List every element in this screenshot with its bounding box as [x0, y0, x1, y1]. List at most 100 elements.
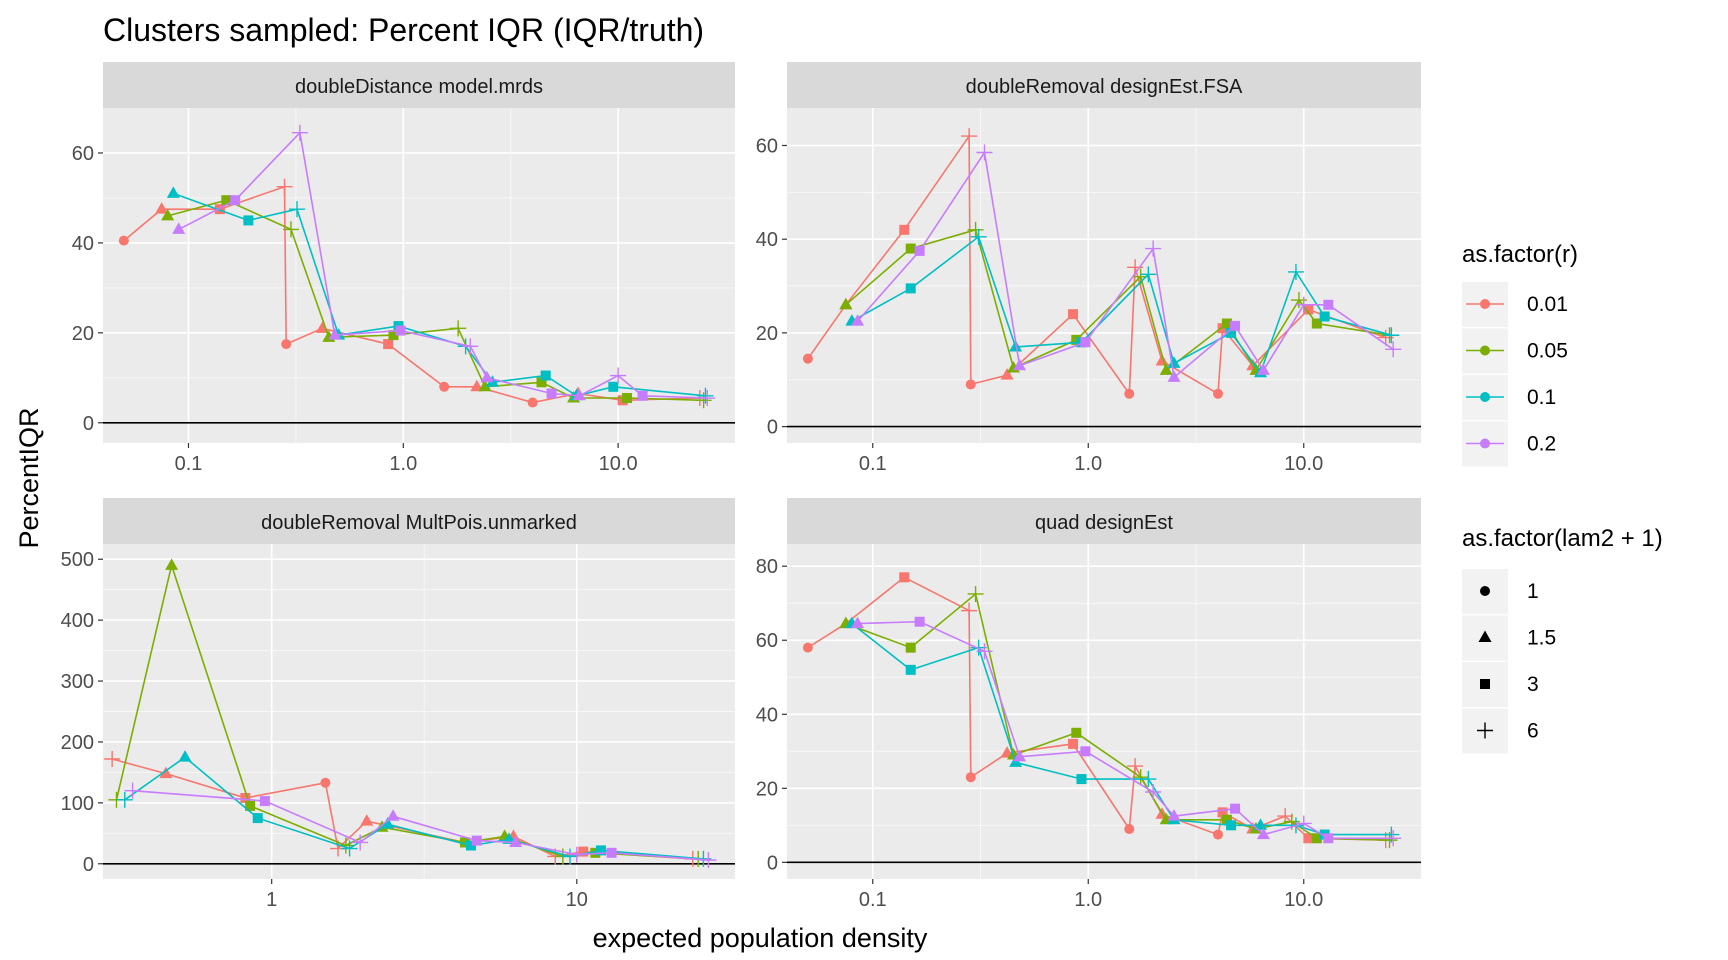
- data-point: [1319, 311, 1330, 322]
- legend-label: 6: [1527, 720, 1539, 743]
- data-point: [970, 228, 987, 245]
- facet-panel: quad designEst 0 20 40 60 80 0.1 1.0 10.0: [756, 498, 1421, 911]
- legend-color: as.factor(r) 0.01 0.05 0.1 0.2: [1462, 241, 1578, 467]
- data-point: [568, 846, 585, 863]
- data-point: [1295, 296, 1312, 313]
- series-0.2: [172, 124, 716, 407]
- data-point: [1124, 388, 1135, 399]
- y-tick-label: 500: [61, 549, 94, 571]
- data-point: [240, 792, 251, 803]
- legend-key: [1480, 438, 1490, 449]
- data-point: [606, 847, 617, 858]
- legend-key: [1480, 679, 1490, 689]
- data-point: [1230, 803, 1241, 814]
- x-tick-label: 10.0: [1284, 889, 1323, 911]
- y-tick-label: 200: [61, 732, 94, 754]
- data-point: [214, 204, 225, 215]
- data-point: [462, 338, 479, 355]
- data-point: [352, 834, 369, 851]
- x-tick-label: 10.0: [1284, 453, 1323, 475]
- facet-strip: [787, 498, 1421, 544]
- data-point: [341, 840, 358, 857]
- y-tick-label: 400: [61, 610, 94, 632]
- data-point: [259, 796, 270, 807]
- data-point: [1295, 815, 1312, 832]
- facet-strip-label: doubleDistance model.mrds: [295, 76, 543, 98]
- data-point: [536, 377, 547, 388]
- data-point: [1221, 814, 1232, 825]
- facet-panel: doubleRemoval MultPois.unmarked 0 100 200 30…: [61, 498, 735, 911]
- data-point: [360, 814, 374, 826]
- data-point: [282, 221, 299, 238]
- data-point: [221, 195, 232, 206]
- data-point: [1132, 769, 1149, 786]
- plot-background: [787, 544, 1421, 879]
- legend-title: as.factor(r): [1462, 241, 1578, 268]
- facet-strip: [787, 62, 1421, 108]
- data-point: [595, 845, 606, 856]
- data-point: [1303, 833, 1314, 844]
- data-point: [1140, 266, 1157, 283]
- series-line: [857, 620, 1394, 840]
- data-point: [1145, 784, 1162, 801]
- data-point: [961, 128, 978, 145]
- facet-strip: [103, 498, 735, 544]
- legend-label: 0.01: [1527, 293, 1568, 316]
- facet-strip-label: quad designEst: [1035, 512, 1173, 534]
- data-point: [540, 370, 551, 381]
- data-point: [527, 397, 538, 408]
- data-point: [1167, 356, 1181, 368]
- series-0.2: [851, 144, 1402, 382]
- data-point: [124, 782, 141, 799]
- data-point: [291, 124, 308, 141]
- data-point: [1212, 388, 1223, 399]
- data-point: [1124, 824, 1135, 835]
- data-point: [1155, 354, 1169, 366]
- data-point: [1167, 809, 1181, 821]
- data-point: [320, 777, 331, 788]
- data-point: [1068, 309, 1079, 320]
- data-point: [118, 235, 129, 246]
- series-line: [807, 576, 1386, 841]
- x-tick-label: 0.1: [859, 889, 887, 911]
- y-tick-label: 40: [756, 229, 778, 251]
- data-point: [243, 215, 254, 226]
- legend-key: [1480, 345, 1490, 356]
- data-point: [561, 848, 578, 865]
- legend-key: [1480, 586, 1490, 596]
- data-point: [1383, 826, 1400, 843]
- plot-background: [787, 108, 1421, 443]
- series-0.05: [161, 195, 712, 409]
- data-point: [802, 642, 813, 653]
- data-point: [1256, 363, 1270, 375]
- x-tick-label: 0.1: [175, 453, 203, 475]
- data-point: [1230, 320, 1241, 331]
- data-point: [1071, 334, 1082, 345]
- data-point: [578, 846, 589, 857]
- data-point: [502, 832, 516, 844]
- data-point: [1383, 327, 1400, 344]
- x-tick-label: 10: [566, 889, 588, 911]
- data-point: [967, 585, 984, 602]
- data-point: [459, 837, 470, 848]
- facet-panel: doubleDistance model.mrds 0 20 40 60 0.1 1.0 10…: [72, 62, 735, 475]
- data-point: [1385, 830, 1402, 847]
- data-point: [1167, 370, 1181, 382]
- data-point: [450, 320, 467, 337]
- y-tick-label: 60: [756, 630, 778, 652]
- data-point: [471, 835, 482, 846]
- data-point: [622, 393, 633, 404]
- data-point: [1254, 818, 1268, 830]
- y-axis-label: PercentIQR: [14, 407, 44, 548]
- legend-label: 3: [1527, 673, 1539, 696]
- plot-background: [103, 108, 735, 443]
- y-tick-label: 60: [756, 135, 778, 157]
- data-point: [1076, 774, 1087, 785]
- y-tick-label: 300: [61, 671, 94, 693]
- y-tick-label: 20: [756, 778, 778, 800]
- legend-label: 1.5: [1527, 627, 1556, 650]
- data-point: [395, 325, 406, 336]
- data-point: [252, 813, 263, 824]
